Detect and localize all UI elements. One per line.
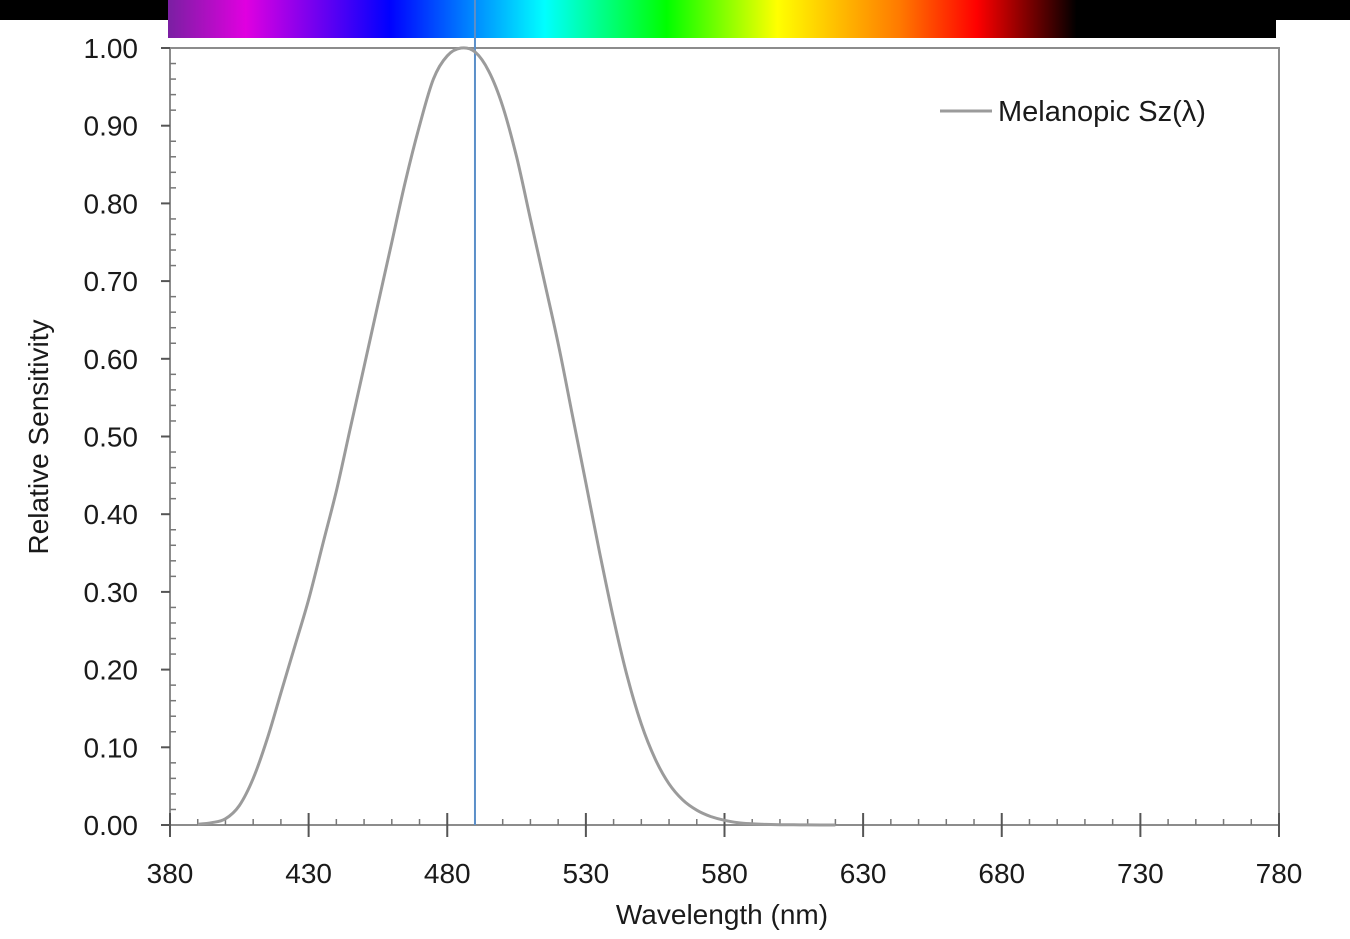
legend-label: Melanopic Sz(λ) — [998, 96, 1206, 128]
y-tick-label: 0.30 — [84, 577, 139, 608]
spectrum-bar — [168, 0, 1276, 38]
y-axis-ticks: 0.00 0.10 0.20 0.30 0.40 0.50 0.60 0.70 0.80 0.90… — [84, 33, 176, 841]
x-tick-label: 530 — [563, 858, 610, 889]
y-axis-title: Relative Sensitivity — [23, 320, 54, 555]
x-tick-label: 430 — [285, 858, 332, 889]
y-tick-label: 0.00 — [84, 810, 139, 841]
y-tick-label: 0.20 — [84, 655, 139, 686]
plot-area — [169, 47, 1280, 826]
x-tick-label: 630 — [840, 858, 887, 889]
y-tick-label: 0.90 — [84, 111, 139, 142]
x-tick-label: 780 — [1256, 858, 1303, 889]
y-tick-label: 1.00 — [84, 33, 139, 64]
x-tick-label: 580 — [701, 858, 748, 889]
series-line-melanopic — [197, 46, 836, 827]
x-tick-label: 480 — [424, 858, 471, 889]
x-axis-ticks: 380 430 480 530 580 630 680 730 780 — [147, 813, 1303, 889]
x-tick-label: 680 — [978, 858, 1025, 889]
y-tick-label: 0.80 — [84, 188, 139, 219]
legend: Melanopic Sz(λ) — [940, 96, 1206, 128]
x-axis-title: Wavelength (nm) — [616, 899, 828, 930]
x-tick-label: 730 — [1117, 858, 1164, 889]
y-tick-label: 0.40 — [84, 499, 139, 530]
y-tick-label: 0.60 — [84, 344, 139, 375]
y-tick-label: 0.70 — [84, 266, 139, 297]
y-tick-label: 0.10 — [84, 732, 139, 763]
y-tick-label: 0.50 — [84, 422, 139, 453]
x-tick-label: 380 — [147, 858, 194, 889]
